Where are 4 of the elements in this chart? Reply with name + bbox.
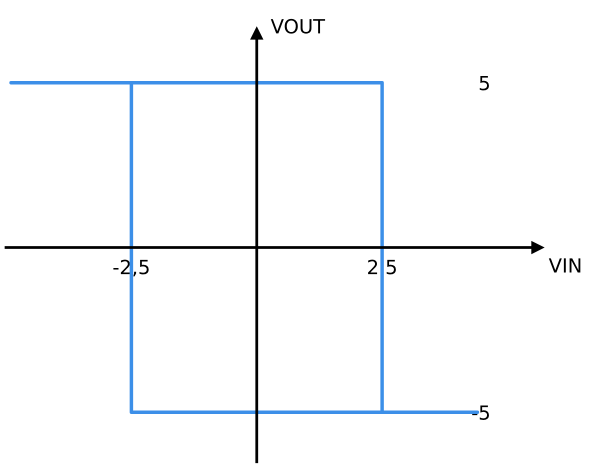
y-tick-label: -5 [472,406,489,420]
x-axis-title: VIN [548,258,580,273]
y-axis-title: VOUT [270,18,326,34]
y-tick-label: 5 [480,76,489,90]
